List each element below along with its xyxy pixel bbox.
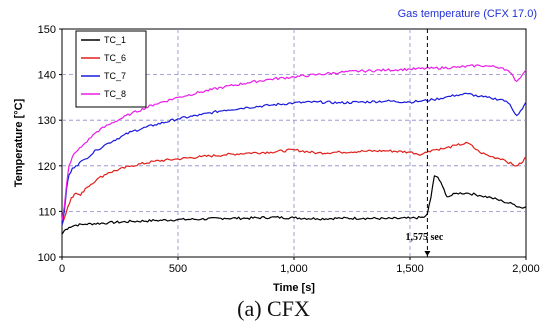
y-tick-label: 150 [38,24,56,36]
y-tick-label: 100 [38,252,56,264]
figure-caption: (a) CFX [237,296,310,321]
y-tick-label: 110 [38,206,56,218]
series-line-tc-8 [61,64,527,221]
y-tick-label: 140 [38,70,56,82]
chart: 1,575 sec 0 500 1,000 1,500 2,000 100 110 120 13… [13,8,540,294]
series-lines [61,64,527,235]
legend: TC_1 TC_6 TC_7 TC_8 [75,30,147,108]
legend-label: TC_7 [104,71,126,81]
chart-title: Gas temperature (CFX 17.0) [398,8,537,20]
tick-labels: 0 500 1,000 1,500 2,000 100 110 120 130 140 150 [38,24,540,275]
legend-label: TC_8 [104,89,126,99]
legend-label: TC_6 [104,53,126,63]
series-line-tc-7 [61,92,527,226]
series-line-tc-6 [61,141,527,226]
annotation: 1,575 sec [406,29,444,257]
series-line-tc-1 [61,175,527,235]
x-tick-label: 0 [59,263,65,275]
x-tick-label: 500 [169,263,187,275]
y-tick-label: 120 [38,161,56,173]
annotation-arrow [424,251,431,256]
annotation-label: 1,575 sec [406,232,444,243]
y-tick-label: 130 [38,115,56,127]
y-axis-label: Temperature [°C] [13,98,25,187]
x-axis-label: Time [s] [273,282,315,294]
x-tick-label: 2,000 [512,263,540,275]
x-tick-label: 1,000 [280,263,308,275]
x-tick-label: 1,500 [396,263,424,275]
legend-label: TC_1 [104,35,126,45]
